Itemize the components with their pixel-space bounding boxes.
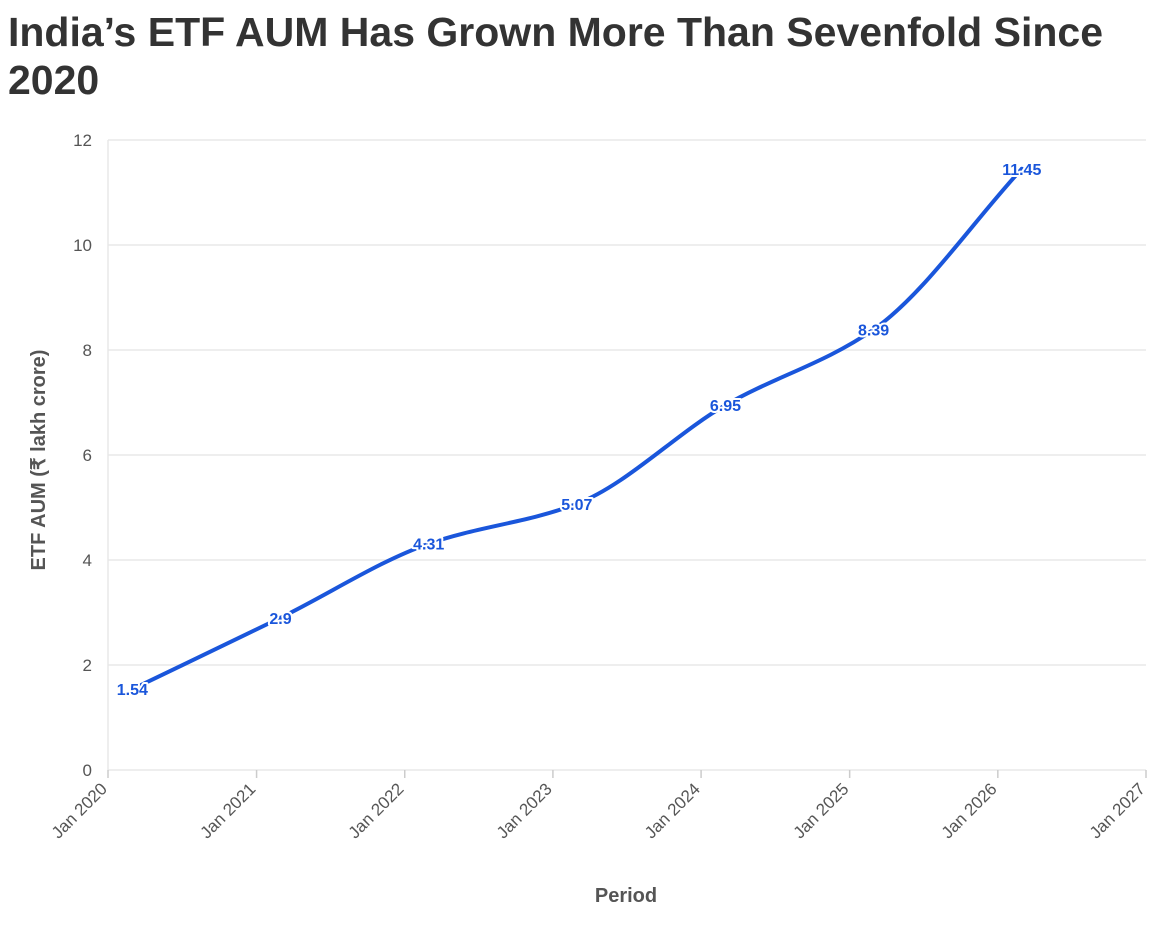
data-point xyxy=(723,403,728,408)
x-tick-label: Jan 2023 xyxy=(493,779,556,842)
axes: 0 2 4 6 8 10 12 Jan 2020 Jan 2021 Jan 2022 Jan 202… xyxy=(48,131,1149,842)
series xyxy=(130,166,1024,692)
data-label: 6.95 xyxy=(710,398,741,415)
data-labels: 1.54 2.9 4.31 5.07 6.95 8.39 11.45 xyxy=(115,160,1044,701)
y-tick-label: 4 xyxy=(83,551,92,570)
data-point xyxy=(426,541,431,546)
series-line xyxy=(130,166,1024,692)
grid-lines xyxy=(108,139,1146,771)
y-tick-label: 8 xyxy=(83,341,92,360)
data-label: 1.54 xyxy=(117,682,148,699)
x-tick-label: Jan 2021 xyxy=(197,779,260,842)
x-tick-label: Jan 2027 xyxy=(1086,779,1149,842)
data-point xyxy=(574,501,579,506)
y-tick-label: 0 xyxy=(83,761,92,780)
data-point xyxy=(1019,166,1024,171)
x-tick-label: Jan 2025 xyxy=(790,779,853,842)
x-tick-label: Jan 2022 xyxy=(345,779,408,842)
y-tick-label: 6 xyxy=(83,446,92,465)
data-label: 8.39 xyxy=(858,323,889,340)
y-tick-label: 2 xyxy=(83,656,92,675)
data-label: 2.9 xyxy=(269,611,291,628)
data-label: 11.45 xyxy=(1002,162,1041,179)
x-axis-title: Period xyxy=(595,885,657,907)
y-tick-label: 12 xyxy=(73,131,92,150)
chart-title: India’s ETF AUM Has Grown More Than Seve… xyxy=(8,9,1104,103)
y-tick-label: 10 xyxy=(73,236,92,255)
data-point xyxy=(278,615,283,620)
data-label: 5.07 xyxy=(561,497,592,514)
y-axis-title: ETF AUM (₹ lakh crore) xyxy=(28,350,50,571)
x-tick-label: Jan 2024 xyxy=(641,779,704,842)
x-tick-label: Jan 2026 xyxy=(938,779,1001,842)
data-point xyxy=(871,327,876,332)
data-label: 4.31 xyxy=(413,537,444,554)
x-tick-label: Jan 2020 xyxy=(48,779,111,842)
data-point xyxy=(130,687,135,692)
